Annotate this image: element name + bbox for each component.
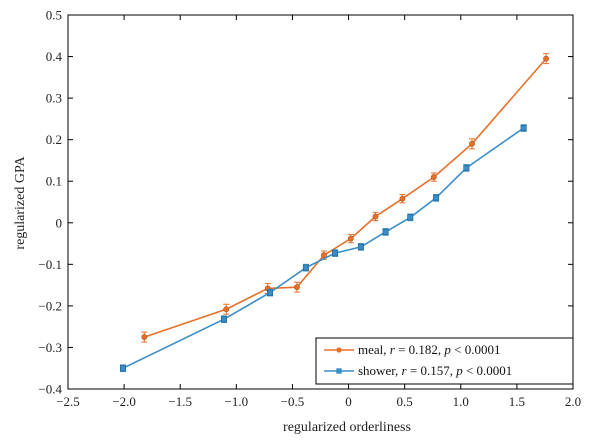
legend-box xyxy=(315,337,574,385)
meal-point xyxy=(294,284,300,291)
y-tick-label: 0.5 xyxy=(46,8,62,23)
meal-point xyxy=(372,213,379,220)
y-tick-label: −0.1 xyxy=(38,257,62,272)
y-tick-label: 0 xyxy=(56,215,63,230)
y-axis-title: regularized GPA xyxy=(13,156,28,250)
y-tick-label: 0.2 xyxy=(46,132,62,147)
shower-line xyxy=(122,127,525,369)
x-tick-label: −2.0 xyxy=(112,394,136,409)
shower-point xyxy=(302,264,309,271)
series-meal xyxy=(141,53,550,343)
meal-point xyxy=(543,55,549,62)
meal-point xyxy=(223,306,230,313)
x-axis: −2.5 −2.0 −1.5 −1.0 −0.5 0 0.5 1.0 1.5 2.0 xyxy=(56,15,581,409)
meal-point xyxy=(141,334,148,340)
shower-point xyxy=(463,164,470,171)
shower-point xyxy=(357,243,364,250)
y-axis: −0.4 −0.3 −0.2 −0.1 0 0.1 0.2 0.3 0.4 0.5 xyxy=(38,8,573,397)
x-tick-label: 0 xyxy=(345,394,352,409)
meal-point xyxy=(430,174,437,180)
shower-point xyxy=(433,194,440,201)
x-tick-label: 0.5 xyxy=(397,394,413,409)
y-tick-label: 0.4 xyxy=(46,49,63,64)
shower-point xyxy=(520,125,527,132)
shower-point xyxy=(407,214,414,221)
legend-entry-meal: meal, r = 0.182, p < 0.0001 xyxy=(324,342,501,357)
shower-point xyxy=(332,250,339,257)
shower-point xyxy=(220,316,227,323)
y-tick-label: −0.3 xyxy=(38,340,62,355)
legend-label-meal: meal, r = 0.182, p < 0.0001 xyxy=(358,342,501,357)
plot-area xyxy=(67,14,574,390)
x-axis-title: regularized orderliness xyxy=(283,420,411,435)
y-tick-label: −0.2 xyxy=(38,298,62,313)
meal-point xyxy=(347,235,354,242)
meal-point xyxy=(469,140,475,147)
series-shower xyxy=(119,124,527,373)
shower-point xyxy=(266,289,273,296)
meal-point xyxy=(320,252,327,259)
legend: meal, r = 0.182, p < 0.0001 shower, r = … xyxy=(315,337,574,385)
legend-label-shower: shower, r = 0.157, p < 0.0001 xyxy=(358,363,512,378)
meal-point xyxy=(399,195,406,202)
series-layer xyxy=(119,53,550,373)
x-tick-label: 1.5 xyxy=(509,394,525,409)
x-tick-label: −2.5 xyxy=(56,394,80,409)
x-tick-label: 1.0 xyxy=(453,394,469,409)
x-tick-label: −1.5 xyxy=(168,394,192,409)
y-tick-label: 0.3 xyxy=(46,91,62,106)
y-tick-label: −0.4 xyxy=(38,382,62,397)
shower-point xyxy=(382,228,389,235)
x-tick-label: −0.5 xyxy=(281,394,305,409)
x-tick-label: −1.0 xyxy=(225,394,249,409)
plot-frame xyxy=(67,14,574,390)
x-tick-label: 2.0 xyxy=(565,394,581,409)
legend-entry-shower: shower, r = 0.157, p < 0.0001 xyxy=(324,363,512,378)
shower-point xyxy=(119,365,126,372)
meal-line xyxy=(144,58,547,338)
y-tick-label: 0.1 xyxy=(46,174,62,189)
